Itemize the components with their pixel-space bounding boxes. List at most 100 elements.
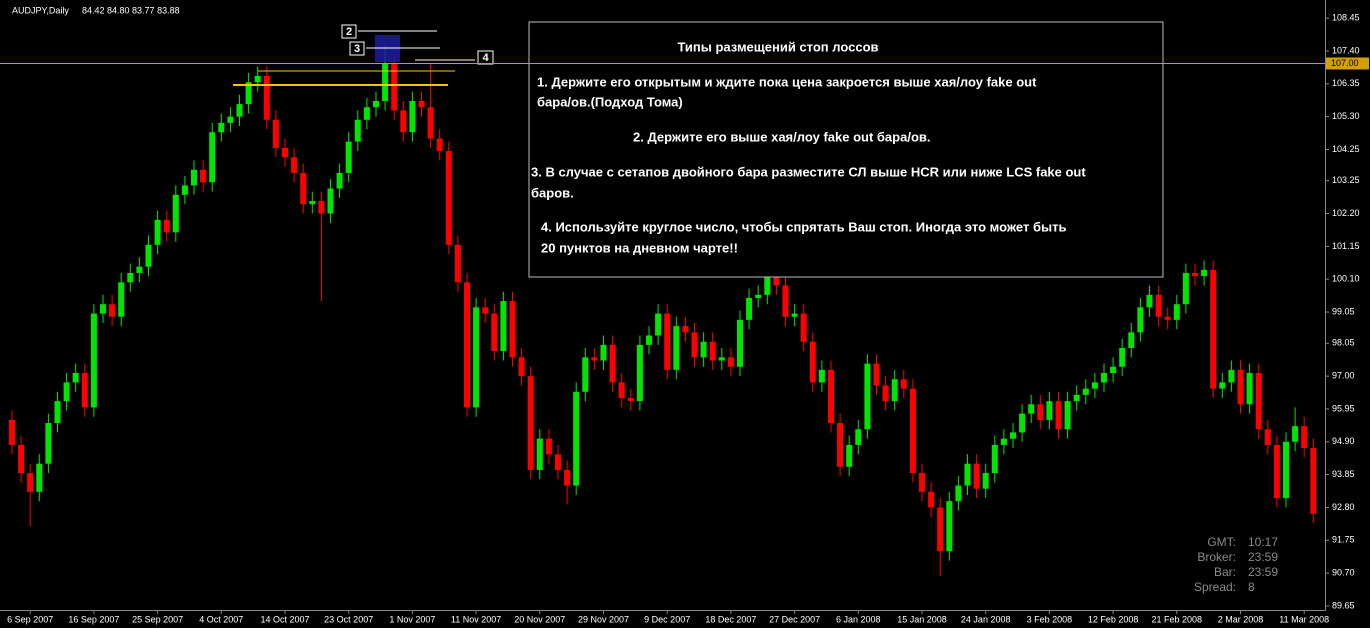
marker-box xyxy=(477,50,494,65)
x-tick-label: 9 Dec 2007 xyxy=(644,614,690,624)
candle-body xyxy=(509,301,516,358)
candle-body xyxy=(154,219,161,245)
terminal-value: 10:17 xyxy=(1248,535,1278,549)
candle-body xyxy=(591,357,598,361)
candle-body xyxy=(45,423,52,464)
x-tick-label: 27 Dec 2007 xyxy=(769,614,820,624)
candle-body xyxy=(1091,382,1098,389)
marker-box xyxy=(349,41,365,56)
candle-body xyxy=(1000,438,1007,445)
candle-body xyxy=(1210,269,1217,389)
candle-body xyxy=(200,169,207,183)
info-line: 20 пунктов на дневном чарте!! xyxy=(541,240,738,255)
candle-body xyxy=(1146,294,1153,308)
candle-body xyxy=(564,469,571,486)
x-tick-label: 6 Sep 2007 xyxy=(7,614,53,624)
candle-body xyxy=(1101,373,1107,383)
candle-body xyxy=(300,172,307,205)
candle-body xyxy=(382,63,389,101)
candle-body xyxy=(991,444,998,474)
candle-body xyxy=(891,379,898,402)
info-line: 1. Держите его открытым и ждите пока цен… xyxy=(537,74,1037,89)
x-tick-label: 1 Nov 2007 xyxy=(389,614,435,624)
candle-body xyxy=(109,304,116,317)
candle-body xyxy=(618,382,625,399)
x-tick-label: 16 Sep 2007 xyxy=(68,614,119,624)
candle-body xyxy=(809,341,816,383)
y-tick-label: 101.15 xyxy=(1332,241,1360,251)
candle-body xyxy=(646,335,652,345)
candle-body xyxy=(973,463,980,489)
candle-body xyxy=(555,454,561,470)
terminal-label: Bar: xyxy=(1214,565,1236,579)
candle-body xyxy=(1246,373,1253,405)
candle-body xyxy=(1110,366,1117,374)
candle-body xyxy=(36,463,43,492)
marker-label: 4 xyxy=(482,52,489,64)
candle-body xyxy=(63,382,70,402)
x-tick-label: 3 Feb 2008 xyxy=(1027,614,1073,624)
candle-body xyxy=(172,194,179,233)
candle-body xyxy=(755,294,762,298)
candle-body xyxy=(1273,444,1280,499)
candle-body xyxy=(800,313,807,342)
y-tick-label: 100.10 xyxy=(1332,274,1360,284)
x-tick-label: 4 Oct 2007 xyxy=(199,614,243,624)
candle-body xyxy=(946,501,953,552)
candle-body xyxy=(181,185,188,195)
candle-body xyxy=(1310,448,1317,514)
candle-body xyxy=(1119,347,1126,367)
candle-body xyxy=(746,297,753,320)
info-line: 3. В случае с сетапов двойного бара разм… xyxy=(531,164,1086,179)
y-tick-label: 93.85 xyxy=(1332,469,1355,479)
candle-body xyxy=(354,119,361,142)
y-tick-label: 89.65 xyxy=(1332,600,1355,610)
candle-body xyxy=(1082,388,1089,395)
candle-body xyxy=(700,341,707,358)
candle-body xyxy=(209,132,216,183)
candle-body xyxy=(263,75,270,120)
info-line: баров. xyxy=(531,185,574,200)
candle-body xyxy=(218,122,225,133)
x-tick-label: 23 Oct 2007 xyxy=(324,614,373,624)
candle-body xyxy=(163,219,170,233)
candle-body xyxy=(1055,401,1062,430)
y-tick-label: 91.75 xyxy=(1332,535,1355,545)
candle-body xyxy=(982,473,989,489)
candle-body xyxy=(673,326,680,370)
candle-body xyxy=(236,104,243,117)
candle-body xyxy=(27,473,34,492)
candle-body xyxy=(709,341,716,361)
candle-body xyxy=(873,363,880,386)
info-line: 2. Держите его выше хая/лоу fake out бар… xyxy=(633,129,930,144)
y-tick-label: 95.95 xyxy=(1332,403,1355,413)
candle-body xyxy=(90,313,97,408)
candle-body xyxy=(436,138,443,152)
marker-label: 3 xyxy=(354,43,360,55)
candle-body xyxy=(527,376,534,470)
candle-body xyxy=(1028,404,1035,414)
candle-body xyxy=(782,285,789,317)
candle-body xyxy=(427,107,434,139)
x-tick-label: 2 Mar 2008 xyxy=(1218,614,1264,624)
candle-body xyxy=(327,188,334,214)
terminal-label: Spread: xyxy=(1194,580,1236,594)
terminal-value: 23:59 xyxy=(1248,550,1278,564)
candle-body xyxy=(1292,426,1299,442)
candle-body xyxy=(1019,413,1026,433)
info-box xyxy=(528,21,1164,278)
candle-body xyxy=(1192,272,1198,277)
candle-body xyxy=(909,388,916,474)
x-tick-label: 14 Oct 2007 xyxy=(260,614,309,624)
x-tick-label: 21 Feb 2008 xyxy=(1152,614,1203,624)
candle-body xyxy=(145,244,152,267)
candle-body xyxy=(600,344,607,361)
x-tick-label: 15 Jan 2008 xyxy=(897,614,947,624)
ohlc-text: 84.42 84.80 83.77 83.88 xyxy=(82,5,180,15)
candle-body xyxy=(227,116,234,123)
candle-body xyxy=(518,357,525,377)
candle-body xyxy=(1010,432,1016,439)
y-tick-label: 98.05 xyxy=(1332,338,1355,348)
x-tick-label: 12 Feb 2008 xyxy=(1088,614,1139,624)
